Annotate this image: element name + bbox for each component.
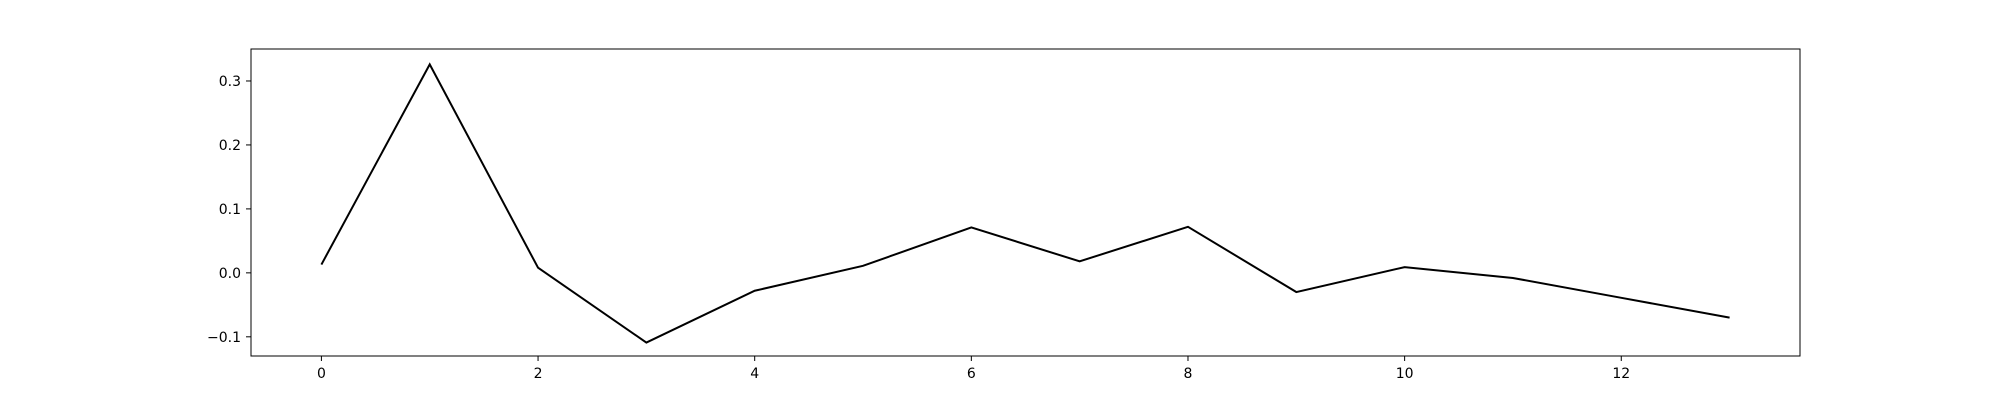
y-tick-label: 0.3 bbox=[219, 74, 241, 90]
y-tick-label: −0.1 bbox=[207, 330, 241, 346]
y-tick-label: 0.1 bbox=[219, 202, 241, 218]
y-tick-label: 0.0 bbox=[219, 266, 241, 282]
x-tick-label: 0 bbox=[317, 366, 326, 382]
axes-frame bbox=[250, 48, 1801, 357]
axis-ticks: 0 2 4 6 8 10 12 −0.1 0.0 0.1 0.2 0.3 bbox=[207, 74, 1630, 382]
x-tick-label: 8 bbox=[1184, 366, 1193, 382]
plot-area bbox=[320, 62, 1730, 344]
y-tick-label: 0.2 bbox=[219, 138, 241, 154]
series-line bbox=[320, 62, 1730, 344]
x-tick-label: 6 bbox=[967, 366, 976, 382]
x-tick-label: 10 bbox=[1396, 366, 1414, 382]
x-tick-label: 4 bbox=[750, 366, 759, 382]
x-tick-label: 2 bbox=[534, 366, 543, 382]
x-tick-label: 12 bbox=[1612, 366, 1630, 382]
